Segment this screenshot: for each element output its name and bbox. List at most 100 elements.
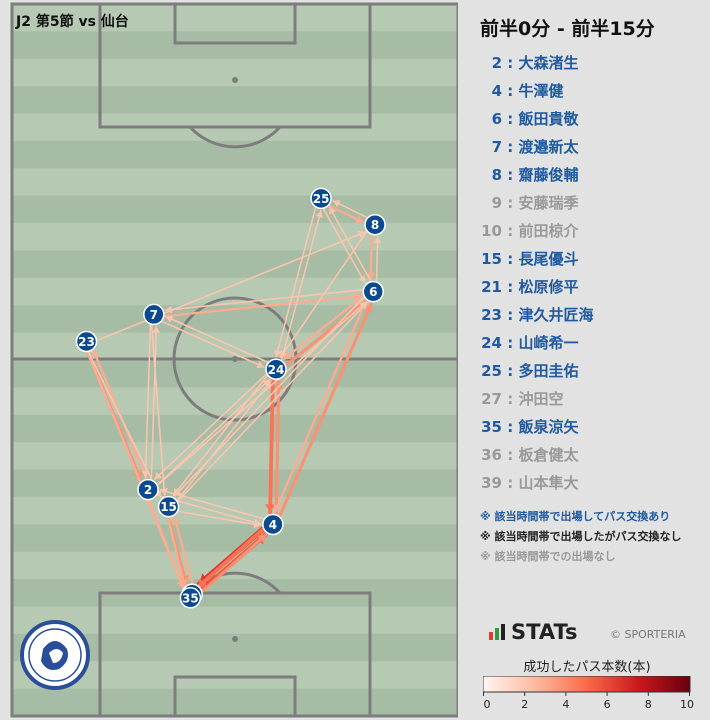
pass-arrow — [161, 320, 265, 369]
pass-arrowhead — [273, 349, 282, 357]
player-name: : 牛澤健 — [502, 82, 564, 100]
player-number: 35 — [481, 418, 502, 436]
pass-arrow — [173, 296, 365, 497]
pass-arrow — [328, 206, 372, 282]
stats-bars-icon — [489, 624, 507, 640]
goal-area-top — [173, 2, 297, 45]
pass-arrowhead — [154, 472, 162, 480]
player-node-circle — [362, 280, 385, 303]
pass-line — [273, 299, 368, 514]
pass-arrow — [167, 516, 188, 588]
pass-line — [97, 231, 366, 341]
pass-arrow — [282, 295, 364, 361]
pass-arrow — [279, 231, 368, 359]
player-node: 7 — [143, 303, 165, 326]
pass-arrowhead — [357, 230, 366, 238]
pass-arrow — [199, 533, 268, 595]
player-node-label: 8 — [371, 218, 379, 232]
player-node: 2 — [137, 478, 159, 501]
pitch-stripes — [12, 4, 458, 717]
player-node: 6 — [362, 280, 385, 303]
penalty-arc-top — [188, 125, 282, 149]
colorbar: 0 2 4 6 8 10 — [483, 676, 694, 711]
pitch-stripe — [12, 31, 458, 60]
penalty-spot-bottom — [232, 636, 238, 642]
player-name: : 山崎希一 — [502, 334, 579, 352]
player-list-item: 24 : 山崎希一 — [478, 332, 593, 360]
pitch-stripe — [12, 140, 458, 169]
player-number: 7 — [491, 138, 502, 156]
player-node-circle — [143, 303, 165, 326]
pass-line — [280, 209, 322, 361]
player-node: 25 — [310, 187, 332, 210]
pass-arrowhead — [354, 292, 362, 301]
pass-arrow — [153, 373, 267, 480]
player-node-circle — [310, 187, 332, 210]
pass-line — [176, 379, 272, 501]
pass-arrowhead — [329, 207, 337, 215]
colorbar-tick-label: 6 — [604, 698, 611, 711]
player-name: : 長尾優斗 — [502, 250, 579, 268]
pass-arrow — [195, 527, 265, 590]
player-list-item: 21 : 松原修平 — [478, 276, 593, 304]
colorbar-tick-label: 0 — [484, 698, 491, 711]
pass-line — [369, 234, 373, 281]
stats-logo: STATs — [489, 620, 577, 644]
player-name: : 飯泉涼矢 — [502, 418, 579, 436]
legend-note: ※ 該当時間帯での出場なし — [480, 550, 616, 563]
player-node-label: 23 — [78, 335, 95, 349]
player-name: : 沖田空 — [502, 390, 564, 408]
pass-arrowhead — [256, 360, 264, 369]
pass-arrow — [278, 302, 373, 518]
player-list-item: 15 : 長尾優斗 — [478, 248, 593, 276]
colorbar-tick-label: 2 — [521, 698, 528, 711]
player-name: : 津久井匠海 — [502, 306, 594, 324]
pitch-stripe — [12, 606, 458, 635]
player-list-item: 10 : 前田椋介 — [478, 220, 593, 248]
player-number: 24 — [481, 334, 502, 352]
pass-arrow — [373, 236, 382, 282]
pass-arrowhead — [152, 326, 161, 333]
pass-line — [199, 533, 268, 595]
player-number: 4 — [491, 82, 502, 100]
player-number: 27 — [481, 390, 502, 408]
pass-arrow — [273, 299, 368, 514]
pass-line — [278, 302, 373, 518]
player-number: 10 — [481, 222, 502, 240]
pass-arrowhead — [160, 487, 168, 496]
player-name: : 大森渚生 — [502, 54, 579, 72]
pass-arrowhead — [178, 579, 188, 587]
player-number: 9 — [491, 194, 502, 212]
pass-arrowhead — [333, 200, 341, 208]
pass-line — [268, 378, 275, 515]
player-number: 15 — [481, 250, 502, 268]
player-name: : 多田圭佑 — [502, 362, 579, 380]
player-name: : 山本隼大 — [502, 474, 579, 492]
pass-arrowhead — [174, 488, 182, 496]
player-node-circle — [75, 330, 98, 353]
legend-note: ※ 該当時間帯で出場してパス交換あり — [480, 510, 671, 523]
player-name: : 松原修平 — [502, 278, 579, 296]
pitch-stripe — [12, 469, 458, 498]
pass-arrowhead — [363, 303, 373, 313]
player-name: : 渡邉新太 — [502, 138, 579, 156]
pass-line — [164, 289, 363, 311]
pass-arrowhead — [253, 520, 261, 529]
pitch-stripe — [12, 223, 458, 251]
pitch-stripe — [12, 360, 458, 388]
pitch-stripe — [12, 387, 458, 416]
pass-arrow — [366, 234, 376, 281]
player-node-label: 4 — [269, 518, 277, 532]
period-title: 前半0分 - 前半15分 — [480, 18, 655, 40]
player-node-label: 24 — [268, 363, 285, 377]
player-list-item: 7 : 渡邉新太 — [478, 136, 593, 164]
player-number: 39 — [481, 474, 502, 492]
pass-arrowhead — [354, 215, 363, 224]
club-emblem — [20, 620, 90, 690]
pass-arrow — [172, 516, 194, 584]
pass-arrowhead — [273, 504, 282, 513]
pass-line — [177, 301, 368, 502]
pitch-stripe — [12, 86, 458, 115]
pitch-stripe — [12, 688, 458, 717]
pass-line — [144, 324, 152, 479]
